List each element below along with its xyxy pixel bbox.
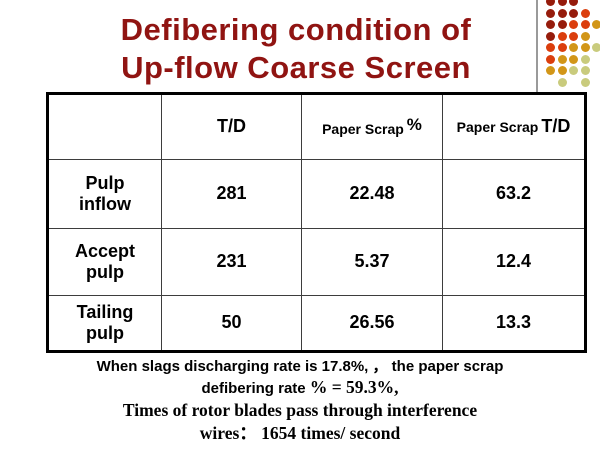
caption-line1: When slags discharging rate is 17.8%, ， … xyxy=(96,358,504,375)
caption-line4: wires： 1654 times/ second xyxy=(199,423,401,443)
dot-decoration xyxy=(569,43,578,52)
header-pct-unit: % xyxy=(406,114,422,134)
row-label-line1: Tailing xyxy=(76,301,134,322)
dot-decoration xyxy=(580,77,590,87)
header-paper-scrap-pct-label: Paper Scrap xyxy=(322,120,404,137)
cell-pulp-inflow-td: 281 xyxy=(161,158,302,230)
row-label-accept-pulp: Accept pulp xyxy=(47,228,162,296)
caption-line2-serif: % = 59.3%, xyxy=(309,377,399,397)
row-label-line2: pulp xyxy=(86,261,124,282)
header-td: T/D xyxy=(161,93,302,160)
dot-decoration xyxy=(569,0,578,6)
dot-decoration xyxy=(569,54,578,64)
dot-decoration xyxy=(546,54,555,64)
cell-tailing-pulp-scrap-pct: 26.56 xyxy=(301,294,443,353)
row-label-pulp-inflow: Pulp inflow xyxy=(47,158,162,230)
row-label-line1: Accept xyxy=(74,240,136,261)
row-label-line2: inflow xyxy=(79,193,131,214)
caption-line2-sans: defibering rate xyxy=(201,380,310,397)
header-empty-cell xyxy=(47,93,162,160)
cell-accept-pulp-scrap-td: 12.4 xyxy=(442,228,586,296)
dot-decoration xyxy=(580,66,590,75)
dot-decoration xyxy=(592,20,600,29)
dot-decoration xyxy=(546,20,555,29)
dot-decoration xyxy=(557,20,567,29)
header-td-unit: T/D xyxy=(541,116,571,137)
dot-decoration xyxy=(569,8,578,18)
dot-decoration xyxy=(557,66,567,75)
header-paper-scrap-td-label: Paper Scrap xyxy=(456,119,539,136)
cell-accept-pulp-td: 231 xyxy=(161,228,302,296)
cell-tailing-pulp-td: 50 xyxy=(161,294,302,353)
dots-pattern-decoration xyxy=(546,0,600,92)
dot-decoration xyxy=(592,43,600,52)
dot-decoration xyxy=(557,31,567,41)
dot-decoration xyxy=(557,77,567,87)
table-row-pulp-inflow: Pulp inflow 281 22.48 63.2 xyxy=(47,158,586,230)
dot-decoration xyxy=(569,31,578,41)
dot-decoration xyxy=(569,20,578,29)
row-label-tailing-pulp: Tailing pulp xyxy=(47,294,162,353)
slide-title: Defibering condition of Up-flow Coarse S… xyxy=(0,11,592,87)
caption-line2: defibering rate % = 59.3%, xyxy=(0,377,600,399)
template-vertical-line xyxy=(536,0,538,96)
header-paper-scrap-td: Paper Scrap T/D xyxy=(442,93,586,160)
defibering-table: T/D Paper Scrap% Paper Scrap T/D Pulp infl… xyxy=(46,92,587,353)
cell-pulp-inflow-scrap-pct: 22.48 xyxy=(301,158,443,230)
dot-decoration xyxy=(546,43,555,52)
cell-accept-pulp-scrap-pct: 5.37 xyxy=(301,228,443,296)
dot-decoration xyxy=(580,8,590,18)
header-paper-scrap-pct: Paper Scrap% xyxy=(301,93,443,160)
row-label-line1: Pulp xyxy=(85,172,125,193)
dot-decoration xyxy=(546,66,555,75)
dot-decoration xyxy=(557,8,567,18)
dot-decoration xyxy=(546,0,555,6)
table-row-accept-pulp: Accept pulp 231 5.37 12.4 xyxy=(47,228,586,296)
dot-decoration xyxy=(557,0,567,6)
header-row: T/D Paper Scrap% Paper Scrap T/D xyxy=(47,93,586,160)
cell-pulp-inflow-scrap-td: 63.2 xyxy=(442,158,586,230)
cell-tailing-pulp-scrap-td: 13.3 xyxy=(442,294,586,353)
dot-decoration xyxy=(557,54,567,64)
caption-block: When slags discharging rate is 17.8%, ， … xyxy=(0,356,600,445)
dot-decoration xyxy=(580,20,590,29)
slide-title-line1: Defibering condition of xyxy=(120,12,472,47)
dot-decoration xyxy=(580,43,590,52)
slide-title-line2: Up-flow Coarse Screen xyxy=(121,50,471,85)
dot-decoration xyxy=(546,31,555,41)
dot-decoration xyxy=(557,43,567,52)
table-row-tailing-pulp: Tailing pulp 50 26.56 13.3 xyxy=(47,294,586,353)
dot-decoration xyxy=(546,8,555,18)
dot-decoration xyxy=(580,54,590,64)
caption-line3: Times of rotor blades pass through inter… xyxy=(122,400,478,420)
dot-decoration xyxy=(580,31,590,41)
row-label-line2: pulp xyxy=(86,322,124,343)
dot-decoration xyxy=(569,66,578,75)
